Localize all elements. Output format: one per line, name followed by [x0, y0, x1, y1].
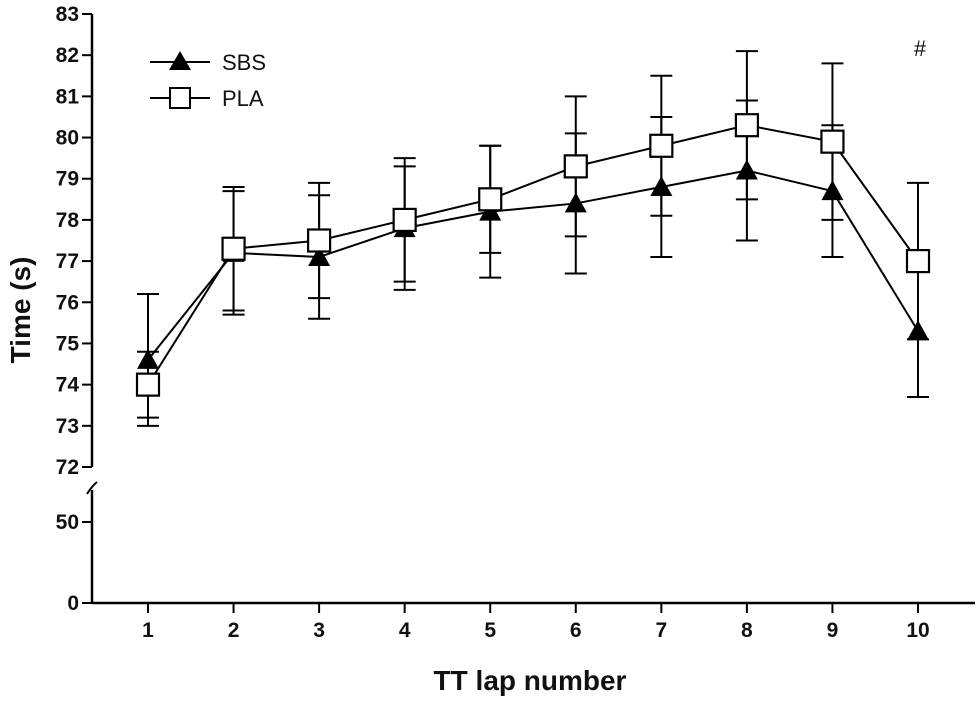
- y-tick-label: 81: [56, 85, 80, 108]
- chart-axes: [86, 14, 975, 605]
- y-axis-title: Time (s): [5, 257, 36, 364]
- x-tick-label: 5: [484, 619, 496, 642]
- data-point-pla: [392, 207, 417, 233]
- x-tick-label: 10: [906, 619, 929, 642]
- y-tick-label: 73: [56, 415, 79, 438]
- data-point-sbs: [308, 245, 331, 266]
- data-point-sbs: [564, 192, 587, 213]
- y-tick-label: 74: [56, 374, 80, 397]
- series-line-sbs: [147, 169, 919, 361]
- x-tick-label: 1: [142, 619, 154, 642]
- significance-annotation: #: [914, 36, 927, 61]
- y-tick-label: 76: [56, 291, 79, 314]
- data-point-sbs: [821, 180, 844, 201]
- plot-area: [135, 50, 931, 427]
- y-tick-label: 79: [56, 168, 79, 191]
- x-tick-label: 6: [570, 619, 582, 642]
- legend-marker-pla: [169, 87, 191, 109]
- x-tick-label: 9: [827, 619, 839, 642]
- legend-marker-sbs: [169, 51, 191, 70]
- x-tick-label: 7: [655, 619, 667, 642]
- x-axis-title: TT lap number: [434, 665, 627, 696]
- y-tick-label: 75: [56, 332, 80, 355]
- x-axis-ticks: 1 2 3 4 5 6 7 8 9 10: [142, 603, 930, 642]
- y-tick-label: 78: [56, 209, 80, 232]
- x-tick-label: 3: [313, 619, 325, 642]
- x-tick-label: 8: [741, 619, 753, 642]
- y-tick-label: 72: [56, 456, 79, 479]
- data-point-pla: [649, 133, 674, 158]
- x-tick-label: 2: [228, 619, 240, 642]
- data-point-sbs: [650, 175, 673, 196]
- data-point-pla: [478, 187, 503, 212]
- legend-label-sbs: SBS: [222, 50, 266, 75]
- data-point-sbs: [907, 320, 929, 341]
- series-line-pla: [147, 124, 919, 386]
- data-point-pla: [820, 129, 845, 154]
- data-point-sbs: [735, 159, 758, 180]
- data-point-pla: [734, 113, 759, 138]
- x-tick-label: 4: [399, 619, 411, 642]
- y-tick-label: 50: [56, 511, 79, 534]
- legend-label-pla: PLA: [222, 86, 264, 111]
- data-point-pla: [307, 228, 332, 253]
- y-tick-label: 0: [67, 592, 79, 615]
- data-point-pla: [905, 248, 931, 274]
- y-tick-label: 80: [56, 127, 79, 150]
- legend: SBS PLA: [150, 50, 266, 111]
- data-point-pla: [221, 236, 246, 261]
- y-tick-label: 83: [56, 3, 79, 26]
- data-point-pla: [135, 372, 161, 397]
- y-tick-label: 82: [56, 44, 79, 67]
- axis-break-mark: [86, 481, 98, 495]
- data-point-pla: [563, 154, 588, 179]
- data-point-sbs: [137, 348, 159, 369]
- y-tick-label: 77: [56, 250, 79, 273]
- y-axis-ticks: 72 73 74 75 76 77 78 79 80 81 82 83 0 50: [56, 3, 92, 615]
